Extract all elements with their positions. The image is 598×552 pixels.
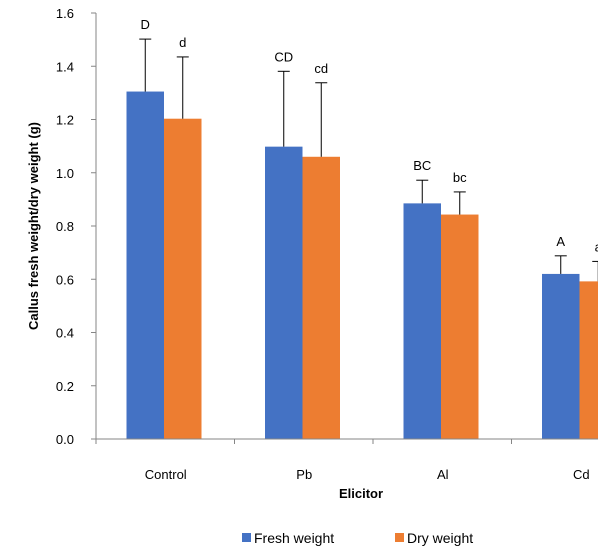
significance-labels-group: D CD BC Ad cd bc a: [141, 17, 598, 254]
significance-label: a: [595, 239, 598, 254]
significance-label: BC: [413, 158, 431, 173]
x-axis-ticks: Control Pb Al Cd: [95, 439, 590, 482]
legend-label: Fresh weight: [254, 530, 334, 546]
bar-fresh-weight: [542, 273, 580, 439]
y-tick-label: 1.6: [56, 6, 74, 21]
x-axis-title: Elicitor: [339, 486, 383, 501]
legend-label: Dry weight: [407, 530, 473, 546]
significance-label: d: [179, 35, 186, 50]
significance-label: A: [556, 234, 565, 249]
bar-dry-weight: [441, 214, 479, 439]
bar-dry-weight: [579, 281, 598, 439]
y-axis-ticks: 0.0 0.2 0.4 0.6 0.8 1.0 1.2 1.4 1.6: [56, 6, 96, 447]
y-tick-label: 1.4: [56, 59, 74, 74]
x-tick-label: Control: [145, 467, 187, 482]
significance-label: CD: [274, 49, 293, 64]
bar-fresh-weight: [265, 146, 303, 439]
y-tick-label: 1.0: [56, 166, 74, 181]
significance-label: bc: [453, 170, 467, 185]
y-tick-label: 0.2: [56, 379, 74, 394]
y-tick-label: 0.0: [56, 432, 74, 447]
bar-fresh-weight: [126, 91, 164, 439]
bars-group: [126, 91, 598, 440]
significance-label: cd: [314, 61, 328, 76]
x-tick-label: Cd: [573, 467, 590, 482]
x-tick-label: Pb: [296, 467, 312, 482]
y-tick-label: 0.6: [56, 272, 74, 287]
y-tick-label: 1.2: [56, 113, 74, 128]
error-bars-group: [139, 38, 598, 282]
legend-swatch: [395, 533, 404, 542]
bar-fresh-weight: [403, 203, 441, 439]
legend: Fresh weight Dry weight: [242, 530, 473, 546]
legend-swatch: [242, 533, 251, 542]
y-tick-label: 0.4: [56, 326, 74, 341]
y-axis-title: Callus fresh weight/dry weight (g): [26, 122, 41, 330]
bar-dry-weight: [164, 118, 202, 440]
significance-label: D: [141, 17, 150, 32]
x-tick-label: Al: [437, 467, 449, 482]
y-tick-label: 0.8: [56, 219, 74, 234]
bar-dry-weight: [302, 156, 340, 439]
